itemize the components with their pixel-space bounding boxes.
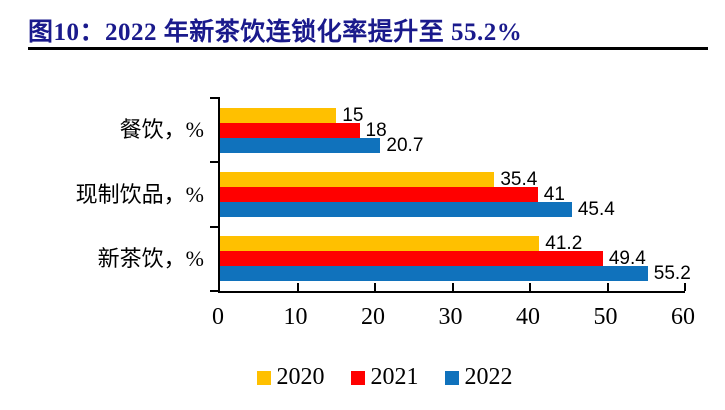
y-axis-tick bbox=[210, 290, 220, 292]
legend-item-2021: 2021 bbox=[350, 364, 419, 391]
legend-swatch-2021 bbox=[350, 370, 365, 385]
bar-2022-餐饮，% bbox=[220, 137, 381, 153]
x-tick-label: 10 bbox=[283, 304, 308, 330]
bar-2021-新茶饮，% bbox=[220, 251, 603, 267]
value-label: 20.7 bbox=[386, 134, 424, 156]
category-label: 新茶饮，% bbox=[97, 245, 204, 271]
x-tick-label: 50 bbox=[593, 304, 618, 330]
bar-2020-新茶饮，% bbox=[220, 236, 540, 252]
x-tick-label: 30 bbox=[438, 304, 463, 330]
y-axis-tick bbox=[210, 161, 220, 164]
value-label: 55.2 bbox=[653, 263, 691, 285]
category-label: 餐饮，% bbox=[119, 117, 204, 143]
x-tick-label: 0 bbox=[212, 304, 224, 330]
x-axis-tick bbox=[529, 283, 531, 291]
value-label: 49.4 bbox=[608, 248, 646, 270]
legend-label: 2022 bbox=[464, 364, 513, 390]
x-axis-tick bbox=[374, 283, 376, 291]
legend-item-2022: 2022 bbox=[444, 364, 513, 391]
value-label: 41 bbox=[543, 184, 565, 205]
x-tick-label: 60 bbox=[671, 304, 695, 330]
x-axis-tick bbox=[296, 283, 299, 291]
y-axis-tick bbox=[210, 97, 220, 99]
bar-2021-现制饮品，% bbox=[220, 187, 538, 202]
bar-2022-现制饮品，% bbox=[220, 202, 572, 217]
x-axis-tick bbox=[684, 283, 686, 291]
x-tick-label: 40 bbox=[516, 304, 540, 330]
value-label: 35.4 bbox=[500, 169, 538, 190]
category-label: 现制饮品，% bbox=[75, 181, 204, 207]
bar-2020-餐饮，% bbox=[220, 107, 337, 123]
value-label: 15 bbox=[342, 104, 364, 126]
legend-label: 2020 bbox=[276, 364, 325, 390]
y-axis-tick bbox=[210, 225, 220, 228]
x-axis-tick bbox=[451, 283, 454, 291]
chart-legend: 2020 2021 2022 bbox=[0, 364, 725, 391]
x-axis-tick bbox=[606, 283, 609, 291]
value-label: 18 bbox=[365, 119, 387, 141]
bar-2020-现制饮品，% bbox=[220, 172, 495, 187]
value-label: 41.2 bbox=[545, 233, 583, 255]
title-underline bbox=[28, 47, 708, 50]
legend-item-2020: 2020 bbox=[256, 364, 325, 391]
bar-2022-新茶饮，% bbox=[220, 266, 648, 282]
plot-area: 15 18 20.7 35.4 41 45.4 41.2 49.4 55.2 bbox=[210, 97, 691, 293]
legend-label: 2021 bbox=[370, 364, 419, 390]
bar-2021-餐饮，% bbox=[220, 122, 360, 138]
value-label: 45.4 bbox=[577, 199, 615, 220]
legend-swatch-2022 bbox=[444, 370, 459, 385]
legend-swatch-2020 bbox=[256, 370, 271, 385]
figure-title: 图10：2022 年新茶饮连锁化率提升至 55.2% bbox=[28, 19, 523, 46]
x-tick-label: 20 bbox=[361, 304, 385, 330]
